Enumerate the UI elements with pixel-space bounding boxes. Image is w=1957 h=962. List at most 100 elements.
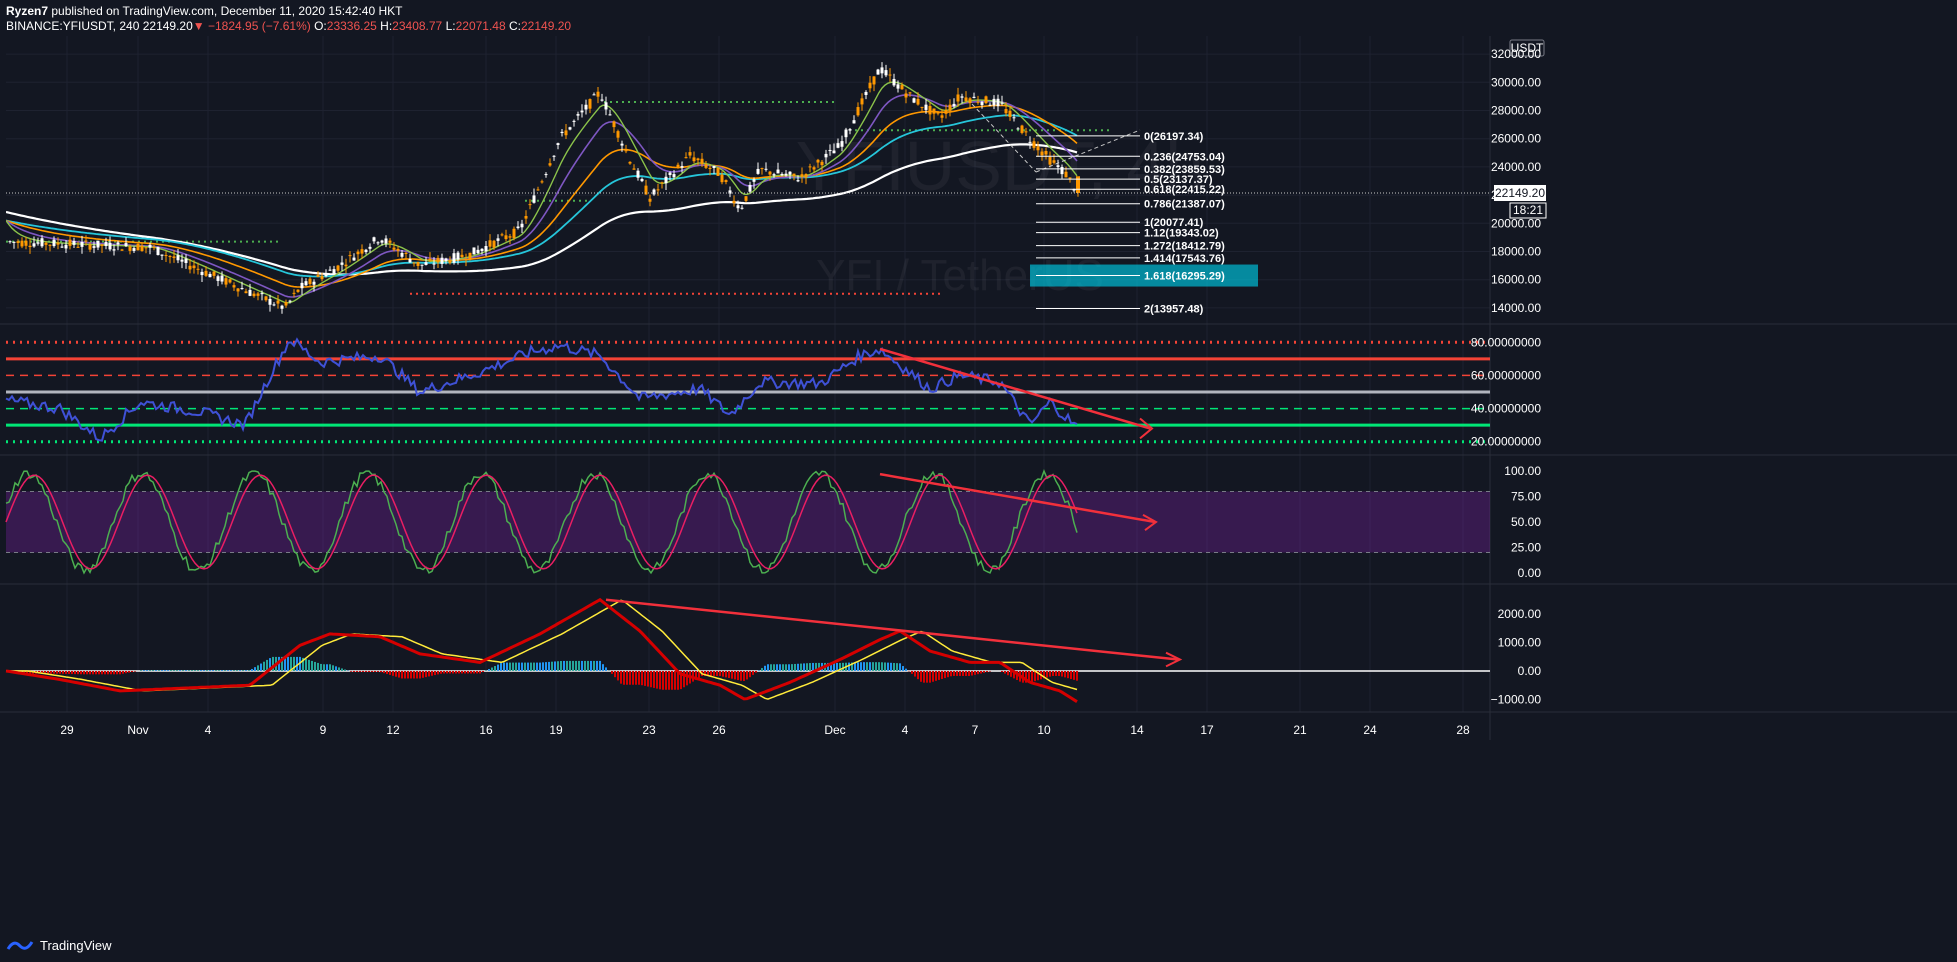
macd-histogram-bar: [614, 670, 616, 678]
fib-highlight-box: [1030, 264, 1258, 287]
macd-histogram-bar: [953, 670, 955, 676]
macd-histogram-bar: [92, 670, 94, 675]
macd-histogram-bar: [761, 668, 763, 671]
candle-body: [1060, 167, 1064, 175]
macd-histogram-bar: [599, 660, 601, 671]
rsi-pane[interactable]: [5, 337, 1490, 444]
candle-body: [172, 256, 176, 259]
candle-body: [500, 234, 504, 236]
macd-histogram-bar: [242, 670, 244, 671]
macd-histogram-bar: [623, 670, 625, 685]
macd-histogram-bar: [491, 667, 493, 671]
candle-body: [912, 98, 916, 103]
fib-level-label: 1.414(17543.76): [1144, 253, 1225, 265]
macd-histogram-bar: [371, 670, 373, 672]
fib-retracement[interactable]: 0(26197.34) 0.236(24753.04)0.382(23859.53…: [971, 103, 1258, 315]
candle-body: [980, 101, 984, 106]
macd-histogram-bar: [548, 661, 550, 671]
candle-body: [32, 243, 36, 247]
candle-body: [1044, 151, 1048, 155]
candle-body: [956, 94, 960, 102]
candle-body: [332, 269, 336, 274]
low-label: L:: [445, 19, 456, 33]
last-price-tag[interactable]: 22149.20 18:21: [1494, 184, 1547, 219]
macd-histogram-bar: [80, 670, 82, 675]
macd-histogram-bar: [557, 661, 559, 671]
candle-body: [472, 247, 476, 255]
time-axis[interactable]: 29 Nov 4 9 12 16 19 23 26 Dec 4 7 10 14 17 21 24 28: [60, 723, 1470, 737]
macd-histogram-bar: [1052, 670, 1054, 676]
macd-histogram-bar: [809, 663, 811, 671]
time-tick-label: 29: [60, 723, 74, 737]
brand-name[interactable]: TradingView: [40, 937, 112, 953]
candle-body: [160, 254, 164, 256]
candle-body: [680, 166, 684, 168]
macd-pane[interactable]: [5, 597, 1490, 703]
macd-histogram-bar: [851, 662, 853, 671]
candle-body: [56, 242, 60, 245]
candle-body: [92, 246, 96, 248]
macd-histogram-bar: [47, 670, 49, 674]
candle-body: [132, 248, 136, 251]
macd-histogram-bar: [233, 670, 235, 671]
macd-histogram-bar: [62, 670, 64, 674]
macd-histogram-bar: [77, 670, 79, 675]
candle-body: [964, 97, 968, 102]
candle-body: [564, 130, 568, 136]
candle-body: [116, 242, 120, 245]
candle-body: [420, 264, 424, 266]
macd-histogram-bar: [923, 670, 925, 683]
macd-histogram-bar: [395, 670, 397, 677]
candle-body: [192, 265, 196, 269]
macd-histogram-bar: [656, 670, 658, 689]
candle-body: [840, 141, 844, 147]
candle-body: [28, 245, 32, 248]
author-name[interactable]: Ryzen7: [6, 4, 49, 18]
candle-body: [1008, 110, 1012, 117]
candle-body: [844, 129, 848, 138]
macd-histogram-bar: [158, 670, 160, 671]
macd-histogram-bar: [41, 670, 43, 674]
stoch-pane[interactable]: [5, 469, 1490, 575]
candle-body: [300, 282, 304, 289]
candle-body: [328, 269, 332, 271]
candle-body: [1020, 125, 1024, 133]
macd-histogram-bar: [770, 664, 772, 671]
candle-body: [428, 258, 432, 261]
rsi-tick-label: 80.00000000: [1471, 335, 1541, 349]
macd-histogram-bar: [902, 666, 904, 671]
candle-body: [756, 168, 760, 174]
candle-body: [724, 180, 728, 182]
tradingview-logo-icon[interactable]: [6, 937, 34, 953]
candle-body: [208, 273, 212, 278]
candle-body: [992, 98, 996, 106]
candle-body: [644, 185, 648, 195]
currency-badge[interactable]: USDT: [1509, 39, 1545, 57]
macd-histogram-bar: [641, 670, 643, 686]
symbol-label[interactable]: BINANCE:YFIUSDT, 240: [6, 19, 140, 33]
macd-histogram-bar: [497, 664, 499, 671]
macd-histogram-bar: [887, 662, 889, 671]
open-label: O:: [314, 19, 327, 33]
candle-body: [140, 245, 144, 252]
low-value: 22071.48: [455, 19, 506, 33]
macd-histogram-bar: [95, 670, 97, 675]
time-tick-label: 4: [902, 723, 909, 737]
macd-histogram-bar: [677, 670, 679, 690]
candle-body: [816, 159, 820, 163]
macd-histogram-bar: [197, 670, 199, 671]
candle-body: [1024, 131, 1028, 133]
macd-histogram-bar: [212, 670, 214, 671]
macd-histogram-bar: [932, 670, 934, 682]
price-pane[interactable]: 0(26197.34) 0.236(24753.04)0.382(23859.53…: [6, 62, 1490, 315]
macd-histogram-bar: [794, 663, 796, 671]
macd-histogram-bar: [446, 670, 448, 674]
macd-histogram-bar: [710, 670, 712, 676]
macd-histogram-bar: [971, 670, 973, 676]
macd-histogram-bar: [1076, 670, 1078, 681]
macd-histogram-bar: [704, 670, 706, 676]
macd-histogram-bar: [200, 670, 202, 671]
candle-body: [76, 246, 80, 248]
